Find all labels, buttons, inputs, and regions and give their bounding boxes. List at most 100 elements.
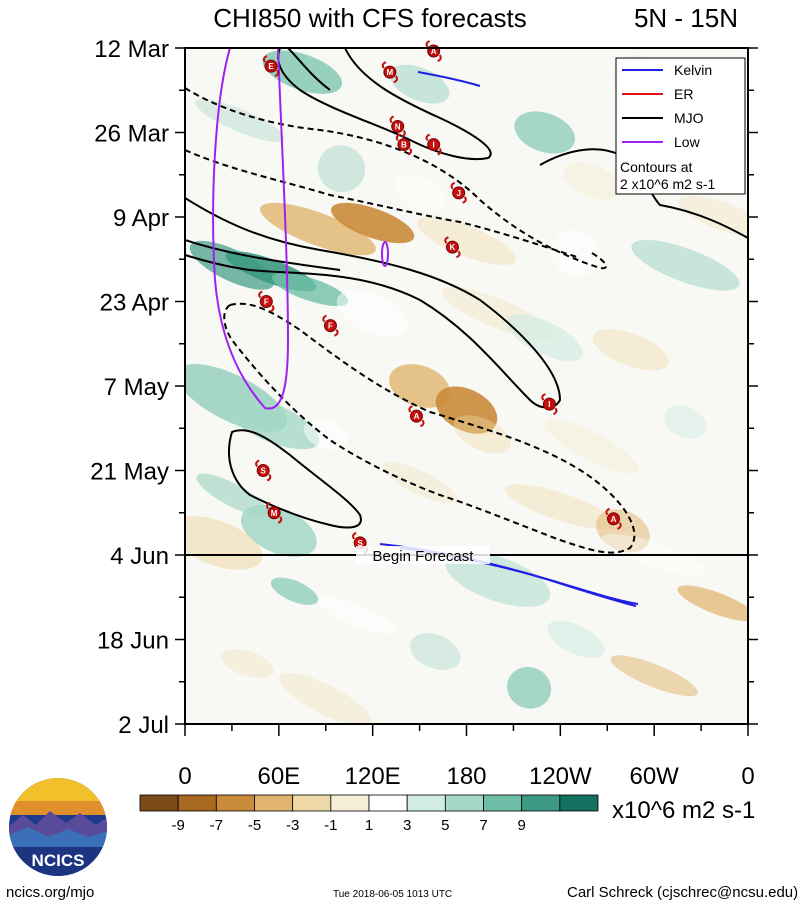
forecast-label-bg	[356, 546, 490, 564]
anomaly-patch	[563, 162, 620, 200]
storm-marker-arm	[262, 55, 268, 63]
anomaly-patch	[195, 98, 285, 142]
storm-marker-body	[256, 464, 270, 477]
storm-marker-arm	[617, 522, 622, 530]
ncics-logo: NCICS	[9, 778, 107, 876]
colorbar-label: -5	[248, 817, 261, 834]
anomaly-patch	[196, 473, 268, 516]
anomaly-patch	[318, 597, 396, 634]
storm-marker-arm	[425, 133, 431, 142]
forecast-label: Begin Forecast	[373, 548, 475, 565]
colorbar-swatch	[559, 794, 599, 812]
storm-marker-arm	[266, 501, 271, 510]
storm-marker-body	[259, 295, 273, 308]
storm-marker-body	[383, 65, 397, 79]
storm-marker-arm	[408, 405, 413, 413]
storm-marker-arm	[444, 236, 449, 244]
colorbar-unit: x10^6 m2 s-1	[612, 797, 755, 824]
y-tick-label: 21 May	[90, 459, 169, 486]
storm-marker: I	[541, 393, 558, 416]
storm-marker-body	[264, 59, 278, 73]
storm-marker-arm	[395, 133, 401, 142]
anomaly-patch	[303, 418, 348, 451]
storm-marker: E	[262, 55, 280, 78]
mjo-contour-positive-2	[287, 48, 331, 91]
chart-title: CHI850 with CFS forecasts	[213, 3, 527, 33]
colorbar-swatch	[254, 794, 294, 812]
storm-marker-body	[542, 397, 556, 411]
x-tick-label: 0	[741, 763, 754, 790]
anomaly-patch	[189, 240, 275, 290]
storm-marker-body	[427, 138, 441, 152]
anomaly-patch	[221, 649, 274, 679]
storm-marker: A	[605, 507, 622, 530]
storm-marker: F	[322, 314, 339, 337]
y-axis: 12 Mar 26 Mar 9 Apr 23 Apr 7 May 21 May 4 Jun 1…	[90, 36, 758, 739]
anomaly-patch	[664, 405, 707, 439]
colorbar-swatch	[521, 794, 561, 812]
anomaly-patch	[317, 145, 366, 193]
storm-marker-letter: S	[357, 539, 363, 548]
colorbar-label: -1	[324, 817, 337, 834]
storm-marker-letter: M	[387, 68, 394, 77]
colorbar-label: 5	[441, 817, 449, 834]
storm-marker-arm	[334, 329, 339, 337]
legend-box	[615, 57, 746, 195]
colorbar-label: 3	[403, 817, 411, 834]
anomaly-patch	[453, 415, 511, 454]
legend-label-mjo: MJO	[674, 110, 704, 126]
storm-marker-letter: B	[401, 141, 407, 150]
colorbar-swatch	[330, 794, 370, 812]
storm-marker-body	[607, 512, 621, 526]
mjo-contour-negative-2	[185, 149, 581, 259]
storm-marker-letter: S	[261, 467, 267, 476]
colorbar-label: -3	[286, 817, 299, 834]
anomaly-patch	[610, 655, 698, 697]
storm-marker-letter: J	[456, 189, 460, 198]
anomaly-patch	[394, 173, 445, 212]
storm-marker-letter: A	[431, 47, 437, 56]
anomaly-patch	[260, 202, 376, 256]
legend-label-er: ER	[674, 86, 693, 102]
storm-marker-arm	[255, 459, 260, 468]
storm-marker-arm	[269, 304, 275, 313]
anomaly-patch	[389, 364, 451, 408]
low-contour-2	[381, 241, 389, 267]
anomaly-patch	[551, 229, 601, 277]
anomaly-patch	[547, 620, 605, 659]
y-tick-label: 26 Mar	[94, 121, 169, 148]
anomaly-patch	[240, 504, 317, 557]
storm-marker-arm	[393, 75, 398, 84]
mjo-contour-positive-6	[228, 429, 362, 529]
anomaly-patch	[222, 395, 320, 450]
colorbar-swatch	[292, 794, 332, 812]
storm-marker-arm	[266, 473, 272, 482]
storm-marker: K	[444, 236, 461, 259]
y-tick-label: 12 Mar	[94, 36, 169, 63]
anomaly-patch	[506, 666, 552, 709]
storm-marker: I	[425, 133, 442, 156]
x-tick-label: 60W	[629, 763, 679, 790]
storm-marker: M	[381, 61, 398, 84]
storm-marker-body	[409, 409, 423, 423]
legend-note-line1: Contours at	[620, 159, 692, 175]
y-tick-label: 7 May	[104, 374, 169, 401]
storm-marker: S	[255, 459, 272, 482]
colorbar-label: -7	[210, 817, 223, 834]
anomaly-patch	[270, 577, 319, 605]
storm-marker-letter: N	[395, 122, 401, 131]
colorbar-swatch	[406, 794, 446, 812]
storm-marker-arm	[456, 250, 461, 259]
anomaly-patch	[506, 314, 583, 362]
anomaly-patch	[279, 672, 373, 724]
storm-marker-arm	[277, 516, 283, 524]
colorbar-swatch	[215, 794, 255, 812]
footer-site[interactable]: ncics.org/mjo	[6, 884, 95, 901]
storm-marker-letter: A	[611, 515, 617, 524]
low-contour-1	[212, 47, 290, 410]
anomaly-patch	[505, 484, 616, 530]
y-tick-label: 18 Jun	[97, 628, 169, 655]
storm-marker: J	[450, 181, 467, 204]
x-tick-label: 0	[178, 763, 191, 790]
